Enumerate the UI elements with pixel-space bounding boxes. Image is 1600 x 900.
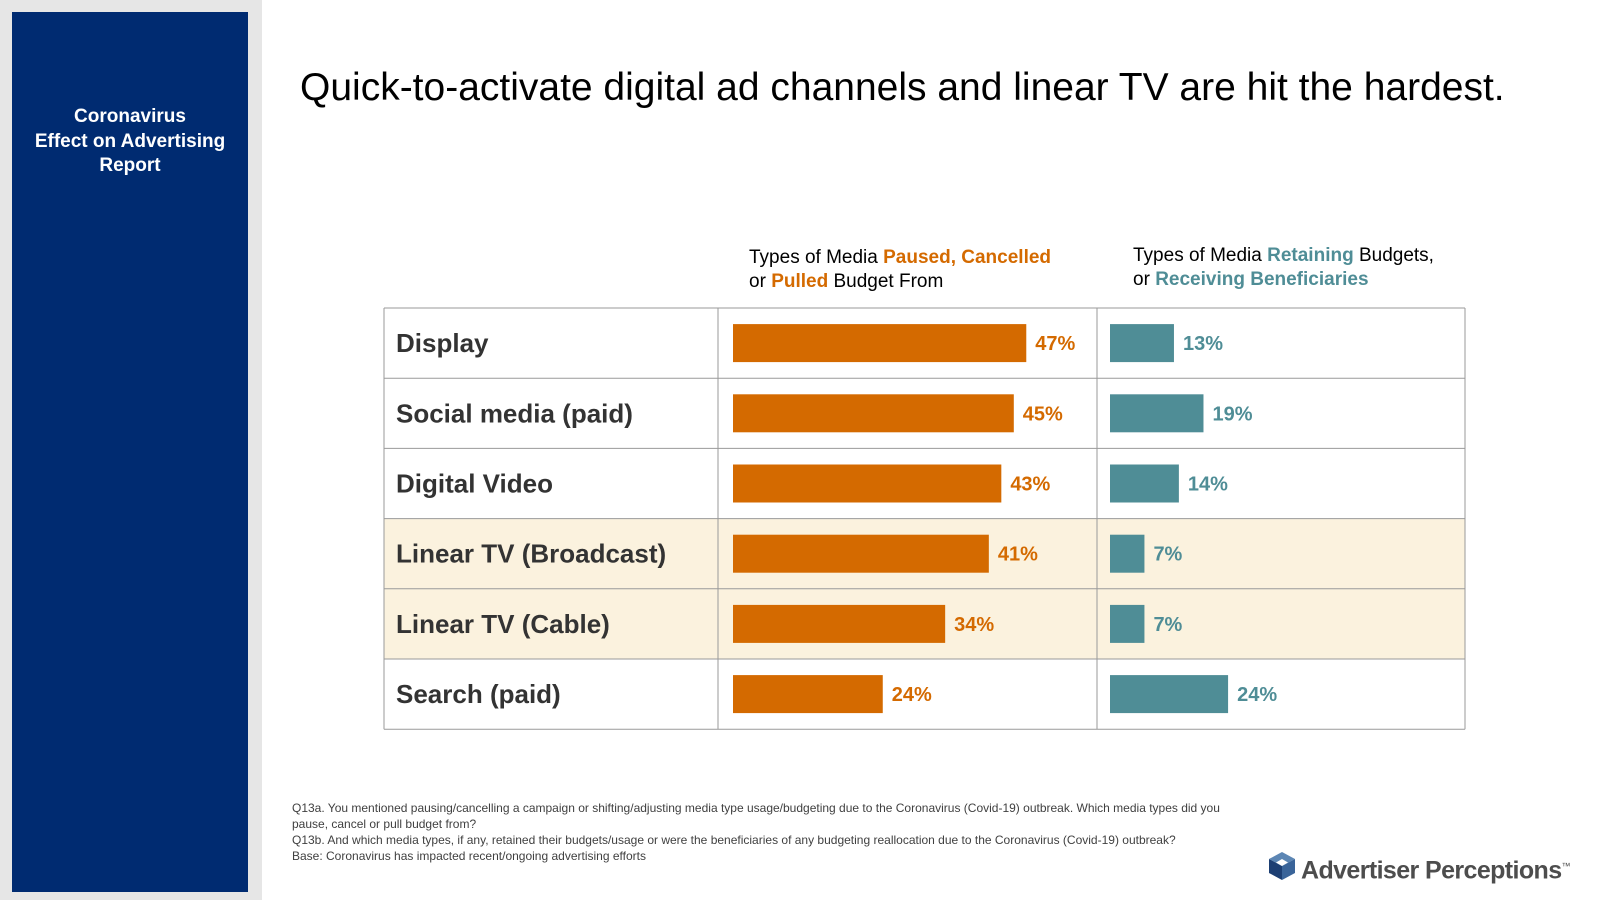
- bar-retaining: [1110, 464, 1179, 503]
- sidebar-title-line: Coronavirus: [74, 106, 186, 127]
- data-label-paused: 43%: [1010, 474, 1050, 496]
- category-label: Linear TV (Broadcast): [396, 539, 666, 569]
- header-highlight: Paused, Cancelled: [883, 247, 1052, 268]
- data-label-paused: 34%: [954, 614, 994, 636]
- header-highlight: Receiving Beneficiaries: [1155, 269, 1369, 290]
- category-label: Social media (paid): [396, 398, 633, 428]
- bar-paused: [733, 534, 989, 573]
- footnote-line: Base: Coronavirus has impacted recent/on…: [292, 849, 646, 863]
- sidebar-title: Coronavirus Effect on Advertising Report: [12, 105, 248, 179]
- header-highlight: Retaining: [1267, 245, 1354, 266]
- data-label-paused: 47%: [1035, 333, 1075, 355]
- sidebar-title-line: Effect on Advertising: [34, 130, 226, 152]
- sidebar: Coronavirus Effect on Advertising Report: [12, 12, 248, 892]
- data-label-retaining: 7%: [1153, 544, 1182, 566]
- category-label: Display: [396, 328, 489, 358]
- category-label: Linear TV (Cable): [396, 609, 610, 639]
- data-label-retaining: 13%: [1183, 333, 1223, 355]
- data-label-retaining: 24%: [1237, 684, 1277, 706]
- bar-paused: [733, 464, 1002, 503]
- data-label-retaining: 7%: [1153, 614, 1182, 636]
- footnote: Q13a. You mentioned pausing/cancelling a…: [292, 800, 1222, 864]
- data-label-paused: 45%: [1023, 403, 1063, 425]
- data-label-paused: 41%: [998, 544, 1038, 566]
- bar-paused: [733, 675, 883, 714]
- bar-retaining: [1110, 675, 1229, 714]
- bar-paused: [733, 324, 1027, 363]
- category-label: Search (paid): [396, 679, 561, 709]
- page-title: Quick-to-activate digital ad channels an…: [300, 66, 1505, 109]
- logo-text: Advertiser Perceptions™: [1301, 856, 1571, 885]
- bar-retaining: [1110, 394, 1204, 433]
- bar-paused: [733, 604, 946, 643]
- cube-logo-icon: [1269, 852, 1295, 880]
- data-label-retaining: 14%: [1188, 474, 1228, 496]
- footnote-line: Q13a. You mentioned pausing/cancelling a…: [292, 801, 1220, 831]
- header-highlight: Pulled: [771, 271, 829, 292]
- sidebar-title-line: Report: [99, 155, 161, 176]
- bar-retaining: [1110, 324, 1174, 363]
- footnote-line: Q13b. And which media types, if any, ret…: [292, 833, 1176, 847]
- bar-retaining: [1110, 604, 1145, 643]
- data-label-retaining: 19%: [1212, 403, 1252, 425]
- category-label: Digital Video: [396, 469, 553, 499]
- column-header-paused: Types of Media Paused, Cancelled or Pull…: [749, 247, 1052, 292]
- logo: Advertiser Perceptions™: [1268, 849, 1571, 884]
- column-header-retaining: Types of Media Retaining Budgets, or Rec…: [1133, 245, 1434, 290]
- data-label-paused: 24%: [892, 684, 932, 706]
- bar-retaining: [1110, 534, 1145, 573]
- bar-paused: [733, 394, 1014, 433]
